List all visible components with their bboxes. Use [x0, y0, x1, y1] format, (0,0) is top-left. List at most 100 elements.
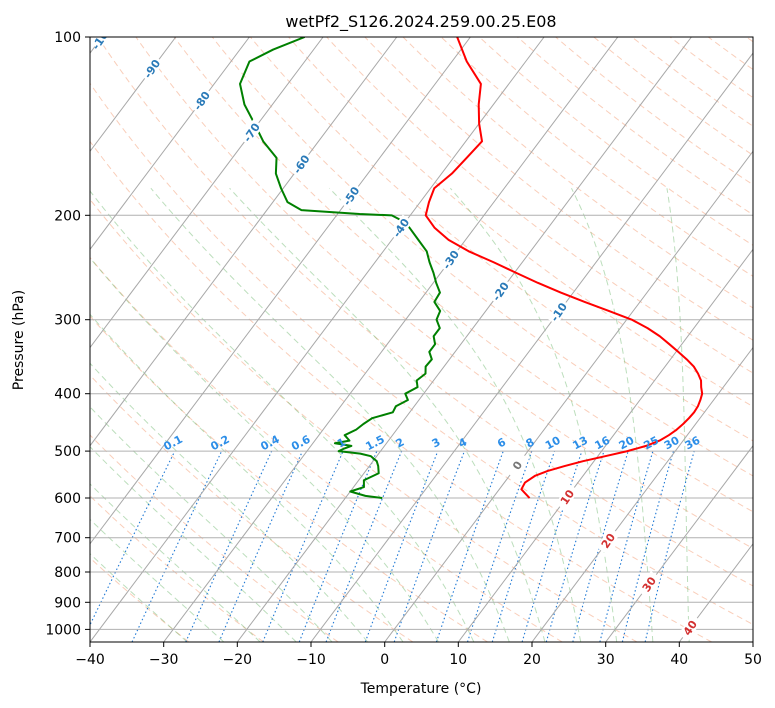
moist-adiabat — [90, 190, 475, 642]
mixing-ratio-line — [218, 450, 303, 642]
x-axis-label: Temperature (°C) — [360, 681, 482, 697]
dry-adiabat — [517, 37, 753, 216]
isotherm-label-bg — [289, 150, 314, 178]
dry-adiabat — [90, 315, 488, 642]
moist-adiabat — [449, 187, 618, 642]
x-tick-label: 0 — [380, 652, 389, 668]
y-tick-label: 400 — [54, 387, 81, 403]
mixing-ratio-line — [298, 450, 378, 642]
mixing-ratio-line — [325, 450, 403, 642]
isotherm-label-bg — [488, 278, 513, 305]
dry-adiabat — [90, 140, 712, 642]
moist-adiabat — [90, 483, 261, 642]
isotherm — [163, 37, 619, 642]
mixing-ratio-line — [466, 450, 533, 642]
dry-adiabat — [90, 374, 414, 642]
moist-adiabat — [571, 188, 654, 642]
y-tick-label: 900 — [54, 595, 81, 611]
isotherm — [90, 37, 250, 251]
moist-adiabat — [150, 187, 510, 642]
isotherm-label-bg — [505, 452, 530, 479]
dry-adiabat — [326, 37, 753, 374]
mixing-ratio-line — [545, 450, 605, 642]
isotherm — [384, 150, 753, 642]
dry-adiabats — [90, 37, 753, 642]
x-tick-label: −10 — [296, 652, 326, 668]
profiles — [239, 37, 704, 500]
y-tick-label: 300 — [54, 313, 81, 329]
x-tick-label: 40 — [670, 652, 688, 668]
mixing-ratio-label: 16 — [593, 434, 613, 453]
isotherm-label-bg — [637, 570, 661, 598]
x-axis-ticks: −40 −30 −20 −10 0 10 20 30 40 50 — [75, 642, 762, 668]
isotherm-label-bg — [438, 246, 463, 273]
dry-adiabat — [478, 37, 753, 246]
moist-adiabat — [90, 313, 404, 642]
isotherm — [236, 37, 692, 642]
y-tick-label: 500 — [54, 444, 81, 460]
moist-adiabat — [90, 257, 439, 642]
isotherm-label-bg — [140, 55, 164, 83]
x-tick-label: 20 — [523, 652, 541, 668]
x-tick-label: −20 — [223, 652, 253, 668]
isotherm-label-bg — [90, 37, 114, 51]
dry-adiabat — [90, 256, 563, 642]
isotherm — [90, 37, 545, 642]
isotherm-label-bg — [596, 527, 620, 554]
mixing-ratio-label: 10 — [543, 434, 563, 453]
y-tick-label: 700 — [54, 531, 81, 547]
isotherm — [90, 37, 471, 545]
isotherm-label-bg — [555, 483, 579, 511]
mixing-ratio-line — [491, 450, 556, 642]
isotherm-label-bg — [239, 119, 264, 146]
y-axis-label: Pressure (hPa) — [11, 290, 27, 390]
mixing-ratio-line — [572, 450, 629, 642]
mixing-ratio-label: 36 — [683, 434, 703, 453]
isotherm — [605, 444, 753, 642]
isotherm-label-bg — [189, 87, 214, 114]
y-tick-label: 200 — [54, 208, 81, 224]
temperature-profile — [424, 37, 704, 499]
moist-adiabat — [666, 188, 690, 642]
mixing-ratio-line — [364, 450, 439, 642]
dry-adiabat — [90, 198, 638, 642]
dry-adiabat — [364, 37, 753, 341]
dry-adiabat — [173, 37, 753, 513]
y-tick-label: 1000 — [45, 622, 81, 638]
dry-adiabat — [90, 495, 264, 642]
x-tick-label: −30 — [149, 652, 179, 668]
mixing-ratio-label: 13 — [570, 434, 590, 453]
dry-adiabat — [135, 37, 753, 549]
isotherm — [310, 52, 753, 642]
x-tick-label: −40 — [75, 652, 105, 668]
mixing-ratio-line — [621, 450, 674, 642]
mixing-ratio-label: 20 — [617, 434, 637, 453]
moist-adiabat — [328, 187, 582, 642]
moist-adiabat — [90, 362, 369, 642]
moist-adiabats — [90, 187, 690, 642]
mixing-ratio-line — [262, 450, 344, 642]
isotherm — [90, 37, 177, 153]
isotherm-label-bg — [389, 214, 413, 242]
y-tick-label: 600 — [54, 491, 81, 507]
isotherm-label-bg — [678, 614, 702, 642]
moist-adiabat — [90, 406, 333, 642]
plot-frame — [89, 36, 754, 643]
mixing-ratio-label: 25 — [641, 434, 661, 453]
isotherm-label-bg — [339, 182, 363, 210]
mixing-ratio-line — [185, 450, 273, 642]
x-tick-label: 30 — [597, 652, 615, 668]
mixing-ratio-line — [435, 450, 504, 642]
y-tick-label: 800 — [54, 565, 81, 581]
dry-adiabat — [249, 37, 753, 442]
dry-adiabat — [440, 37, 753, 277]
y-axis-ticks: 100 200 300 400 500 600 700 800 900 1000 — [45, 30, 90, 638]
isotherm — [457, 248, 753, 642]
dry-adiabat — [402, 37, 753, 309]
mixing-ratio-line — [599, 450, 654, 642]
y-tick-label: 100 — [54, 30, 81, 46]
isotherm — [90, 37, 398, 447]
x-tick-label: 50 — [744, 652, 762, 668]
